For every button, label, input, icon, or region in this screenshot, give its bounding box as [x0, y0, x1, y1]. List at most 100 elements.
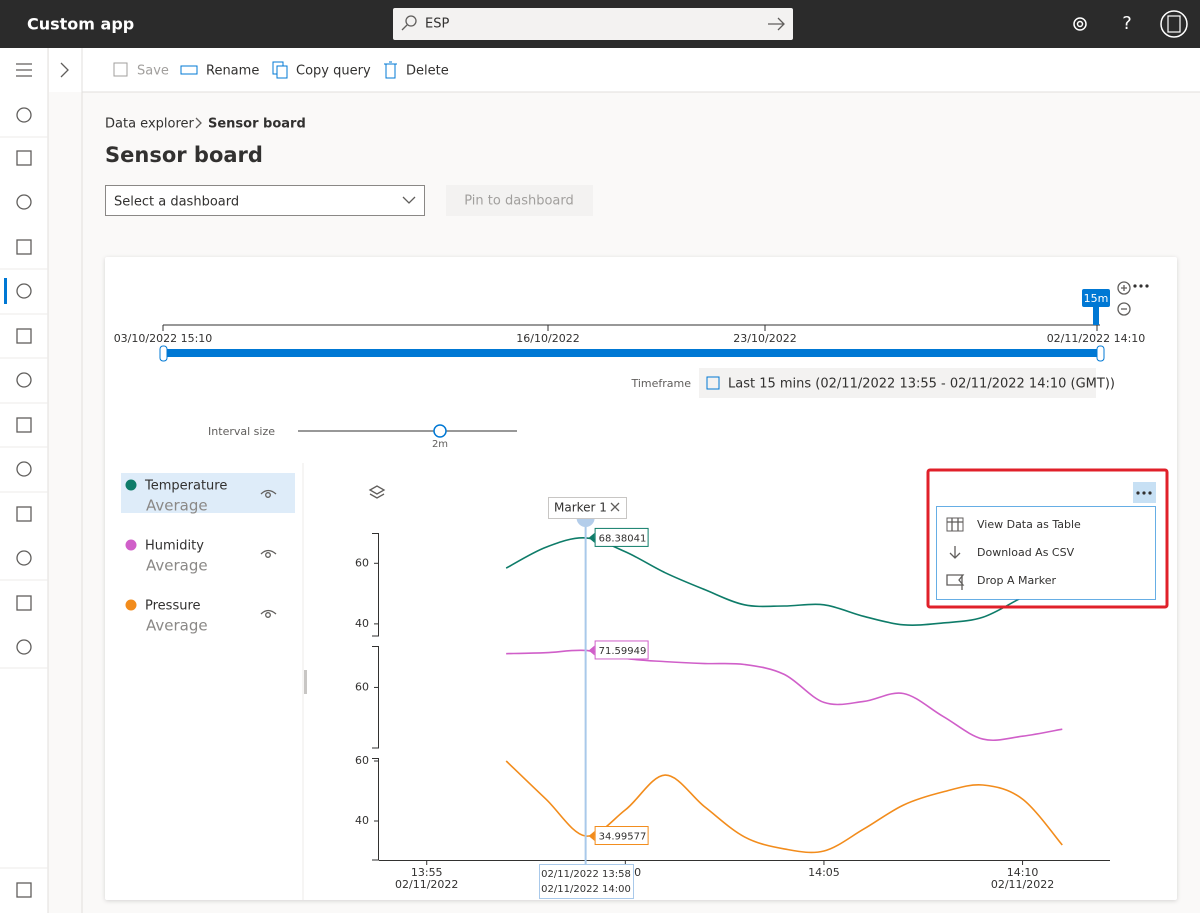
copy-icon: [276, 65, 288, 79]
marker-tooltip: [539, 864, 634, 899]
save-button[interactable]: Save: [137, 64, 169, 79]
legend-aggregation: Average: [146, 617, 208, 635]
x-date-label: 02/11/2022: [395, 878, 458, 891]
left-nav: [0, 48, 48, 913]
highlight-box: [926, 468, 1169, 609]
nav-selected-indicator: [4, 278, 7, 304]
visibility-toggle: [265, 552, 271, 558]
nav-icon[interactable]: [16, 595, 32, 611]
dashboard-select-text: Select a dashboard: [114, 195, 239, 210]
dashboard-select[interactable]: [105, 185, 425, 216]
expand-icon[interactable]: [60, 62, 69, 78]
nav-icon[interactable]: [16, 639, 32, 655]
zoom-in: [1121, 285, 1127, 291]
rename-icon: [180, 65, 198, 75]
x-date-label: 02/11/2022: [991, 878, 1054, 891]
more-icon[interactable]: [1133, 284, 1149, 288]
delete-button[interactable]: Delete: [406, 64, 449, 79]
visibility-toggle[interactable]: [260, 489, 277, 495]
nav-icon[interactable]: [16, 194, 32, 210]
value-label-box: [594, 826, 649, 846]
timeframe-box[interactable]: [699, 368, 1096, 398]
nav-icon[interactable]: [16, 239, 32, 255]
nav-icon[interactable]: [16, 107, 32, 123]
timeline-label: 16/10/2022: [516, 332, 579, 345]
y-axis: [372, 646, 379, 749]
marker-close[interactable]: [610, 502, 620, 512]
search-box[interactable]: [393, 8, 793, 40]
y-axis: [372, 758, 379, 861]
zoom-in[interactable]: [1117, 281, 1131, 295]
nav-icon[interactable]: [16, 417, 32, 433]
nav-icon[interactable]: [16, 372, 32, 388]
help-icon[interactable]: ?: [1122, 13, 1132, 34]
y-tick-label: 60: [355, 680, 369, 693]
timeline-label: 02/11/2022 14:10: [1047, 332, 1146, 345]
marker-icon: [946, 574, 965, 590]
visibility-toggle: [265, 612, 271, 618]
copy-query-button[interactable]: Copy query: [296, 64, 371, 79]
search-arrow[interactable]: [768, 17, 785, 31]
marker-time: 02/11/2022 13:58: [541, 869, 631, 880]
value-label-pointer: [588, 831, 595, 842]
dropdown-chevron: [402, 196, 416, 204]
nav-icon[interactable]: [16, 328, 32, 344]
menu-item[interactable]: Drop A Marker: [977, 574, 1056, 587]
nav-icon[interactable]: [16, 882, 32, 898]
menu-item[interactable]: View Data as Table: [977, 518, 1081, 531]
account-icon[interactable]: [1160, 10, 1188, 38]
legend-name[interactable]: Temperature: [144, 479, 227, 494]
nav-icon[interactable]: [16, 150, 32, 166]
x-tick-label: 14:05: [808, 866, 840, 879]
timeline-label: 23/10/2022: [733, 332, 796, 345]
menu-item[interactable]: Download As CSV: [977, 546, 1075, 559]
delete-icon: [384, 61, 397, 79]
toolbar: [49, 48, 1200, 92]
settings-icon[interactable]: [1073, 17, 1087, 31]
value-label-box: [594, 640, 649, 660]
rename-button[interactable]: Rename: [206, 64, 259, 79]
zoom-badge[interactable]: [1082, 289, 1110, 307]
visibility-toggle[interactable]: [260, 549, 277, 555]
menu-icon[interactable]: [16, 63, 32, 77]
timeframe-value: Last 15 mins (02/11/2022 13:55 - 02/11/2…: [728, 377, 1115, 392]
account-icon: [1167, 15, 1181, 33]
pin-button[interactable]: [446, 185, 593, 216]
table-icon: [946, 517, 964, 532]
value-label-box: [594, 527, 649, 547]
y-axis: [372, 533, 379, 637]
download-icon: [949, 546, 961, 559]
nav-icon[interactable]: [16, 506, 32, 522]
timeframe-label: Timeframe: [630, 377, 691, 390]
interval-thumb[interactable]: [433, 424, 447, 438]
search-text[interactable]: ESP: [425, 17, 449, 32]
marker-handle: [576, 518, 595, 527]
visibility-toggle[interactable]: [260, 609, 277, 615]
legend-dot: [125, 479, 137, 491]
zoom-out[interactable]: [1117, 302, 1131, 316]
settings-icon: [1076, 20, 1084, 28]
save-icon: [113, 62, 128, 77]
legend-dot: [125, 539, 137, 551]
page-title: Sensor board: [105, 143, 263, 167]
range-handle[interactable]: [159, 345, 168, 362]
chart-card: [105, 257, 1177, 900]
breadcrumb-link[interactable]: Data explorer: [105, 117, 195, 132]
nav-icon[interactable]: [16, 550, 32, 566]
legend-name[interactable]: Pressure: [145, 599, 201, 614]
nav-icon[interactable]: [16, 461, 32, 477]
nav-icon[interactable]: [16, 283, 32, 299]
timeline-range[interactable]: [163, 349, 1100, 357]
value-label: 71.59949: [599, 646, 647, 657]
legend-dot: [125, 599, 137, 611]
resize-handle[interactable]: [304, 670, 307, 694]
range-handle[interactable]: [1096, 345, 1105, 362]
app-title[interactable]: Custom app: [27, 15, 134, 34]
pin-button-text: Pin to dashboard: [464, 194, 574, 209]
legend-name[interactable]: Humidity: [145, 539, 204, 554]
marker-label-box[interactable]: [548, 497, 627, 519]
marker-label: Marker 1: [554, 501, 607, 515]
layers-icon[interactable]: [368, 485, 386, 499]
value-label-pointer: [588, 645, 595, 656]
